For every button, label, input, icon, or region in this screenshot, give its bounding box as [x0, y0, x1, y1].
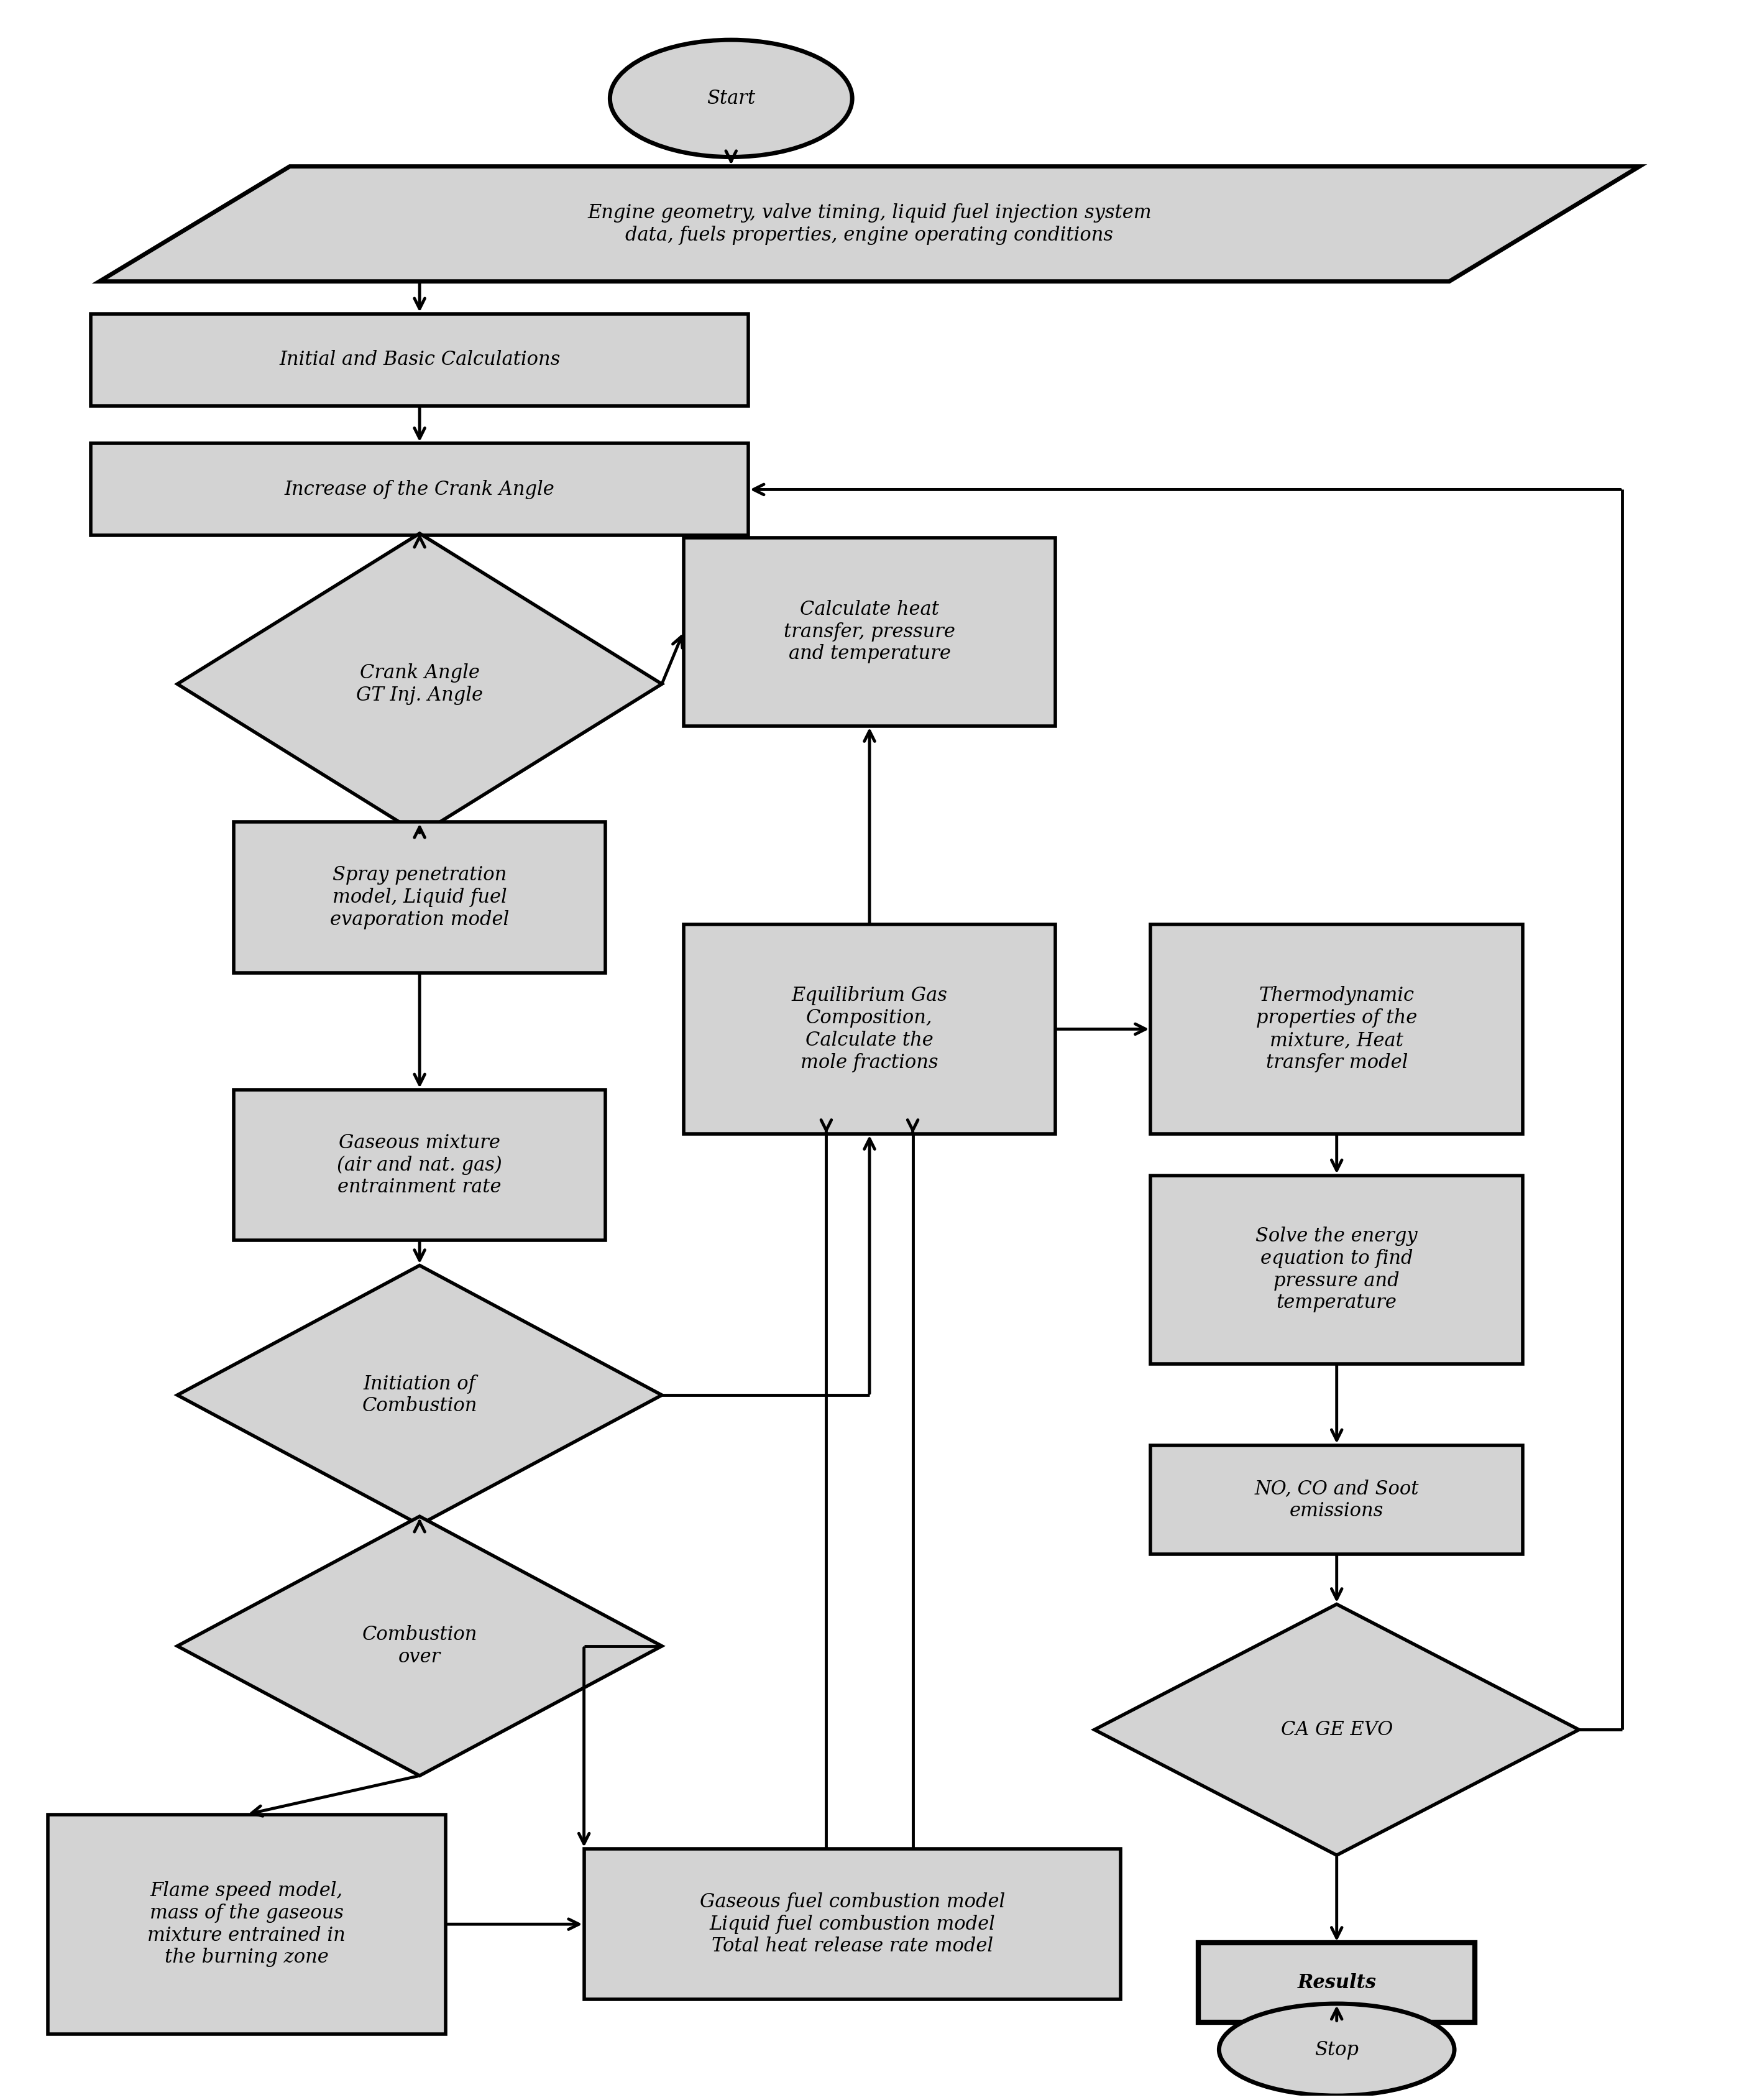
Text: Initiation of
Combustion: Initiation of Combustion	[362, 1373, 476, 1415]
Polygon shape	[1094, 1604, 1579, 1854]
FancyBboxPatch shape	[1151, 1176, 1523, 1363]
Text: Thermodynamic
properties of the
mixture, Heat
transfer model: Thermodynamic properties of the mixture,…	[1256, 987, 1417, 1073]
Text: Spray penetration
model, Liquid fuel
evaporation model: Spray penetration model, Liquid fuel eva…	[330, 865, 510, 928]
FancyBboxPatch shape	[90, 443, 748, 536]
FancyBboxPatch shape	[1151, 924, 1523, 1134]
Text: Flame speed model,
mass of the gaseous
mixture entrained in
the burning zone: Flame speed model, mass of the gaseous m…	[148, 1882, 346, 1968]
Text: Equilibrium Gas
Composition,
Calculate the
mole fractions: Equilibrium Gas Composition, Calculate t…	[791, 987, 948, 1073]
Polygon shape	[177, 533, 663, 834]
Polygon shape	[177, 1516, 663, 1777]
Text: Engine geometry, valve timing, liquid fuel injection system
data, fuels properti: Engine geometry, valve timing, liquid fu…	[588, 204, 1151, 246]
Ellipse shape	[610, 40, 852, 157]
Text: Combustion
over: Combustion over	[362, 1625, 476, 1667]
FancyBboxPatch shape	[1198, 1942, 1475, 2022]
FancyBboxPatch shape	[233, 821, 605, 972]
FancyBboxPatch shape	[1151, 1445, 1523, 1554]
Polygon shape	[177, 1266, 663, 1525]
Text: Gaseous mixture
(air and nat. gas)
entrainment rate: Gaseous mixture (air and nat. gas) entra…	[337, 1134, 503, 1197]
Ellipse shape	[1219, 2003, 1454, 2096]
FancyBboxPatch shape	[90, 313, 748, 405]
Text: CA GE EVO: CA GE EVO	[1280, 1720, 1393, 1739]
FancyBboxPatch shape	[47, 1814, 445, 2035]
Polygon shape	[99, 166, 1640, 281]
FancyBboxPatch shape	[584, 1848, 1120, 1999]
Text: Calculate heat
transfer, pressure
and temperature: Calculate heat transfer, pressure and te…	[784, 601, 955, 664]
Text: Gaseous fuel combustion model
Liquid fuel combustion model
Total heat release ra: Gaseous fuel combustion model Liquid fue…	[699, 1892, 1005, 1955]
Text: Initial and Basic Calculations: Initial and Basic Calculations	[278, 351, 560, 370]
FancyBboxPatch shape	[683, 538, 1056, 727]
Text: NO, CO and Soot
emissions: NO, CO and Soot emissions	[1254, 1478, 1419, 1520]
FancyBboxPatch shape	[233, 1090, 605, 1241]
Text: Solve the energy
equation to find
pressure and
temperature: Solve the energy equation to find pressu…	[1256, 1226, 1417, 1312]
Text: Crank Angle
GT Inj. Angle: Crank Angle GT Inj. Angle	[356, 664, 483, 706]
FancyBboxPatch shape	[683, 924, 1056, 1134]
Text: Stop: Stop	[1315, 2039, 1358, 2060]
Text: Results: Results	[1297, 1974, 1376, 1993]
Text: Increase of the Crank Angle: Increase of the Crank Angle	[285, 481, 555, 500]
Text: Start: Start	[706, 88, 755, 107]
